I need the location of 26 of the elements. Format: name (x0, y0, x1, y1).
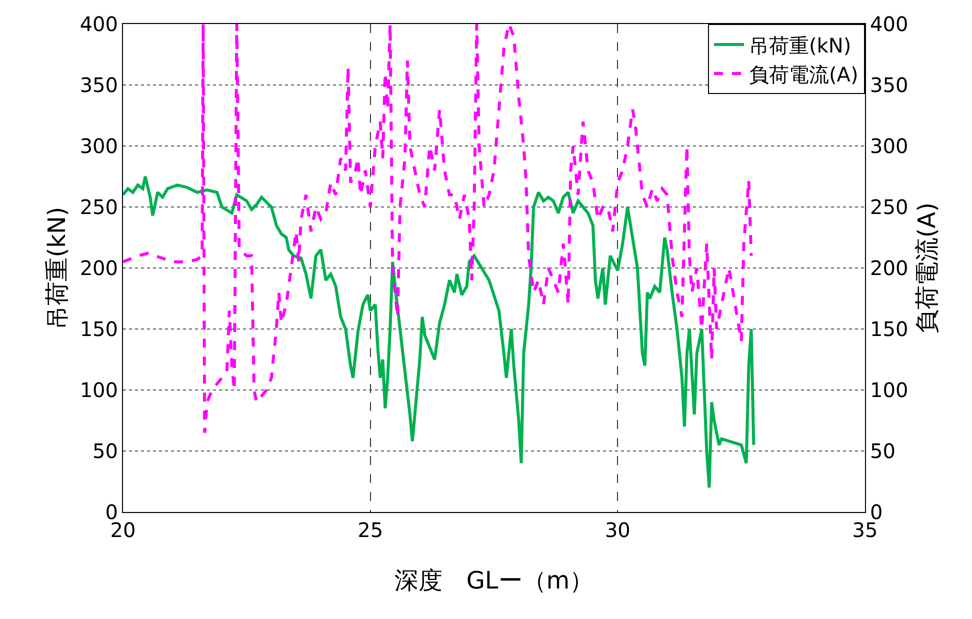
legend-label: 吊荷重(kN) (749, 33, 852, 58)
y-tick-label: 350 (80, 73, 118, 97)
y2-tick-label: 350 (870, 73, 908, 97)
y2-tick-label: 50 (870, 439, 896, 463)
y-tick-label: 250 (80, 195, 118, 219)
y2-tick-label: 400 (870, 12, 908, 36)
y2-tick-label: 300 (870, 134, 908, 158)
y-tick-label: 300 (80, 134, 118, 158)
x-tick-label: 30 (604, 518, 630, 542)
y-tick-label: 400 (80, 12, 118, 36)
y2-axis-title: 負荷電流(A) (913, 202, 941, 334)
y-tick-label: 150 (80, 317, 118, 341)
y2-tick-label: 150 (870, 317, 908, 341)
y2-tick-label: 200 (870, 256, 908, 280)
legend-label: 負荷電流(A) (749, 62, 858, 86)
x-tick-label: 25 (358, 518, 384, 542)
y-axis-title: 吊荷重(kN) (43, 206, 71, 330)
x-tick-label: 35 (852, 518, 878, 542)
x-tick-label: 20 (110, 518, 136, 542)
y2-tick-label: 100 (870, 378, 908, 402)
y-tick-label: 100 (80, 378, 118, 402)
y2-tick-label: 250 (870, 195, 908, 219)
y-tick-label: 200 (80, 256, 118, 280)
line-series (123, 175, 756, 490)
x-axis-title: 深度 GLー（m） (394, 566, 594, 594)
y-tick-label: 50 (92, 439, 118, 463)
